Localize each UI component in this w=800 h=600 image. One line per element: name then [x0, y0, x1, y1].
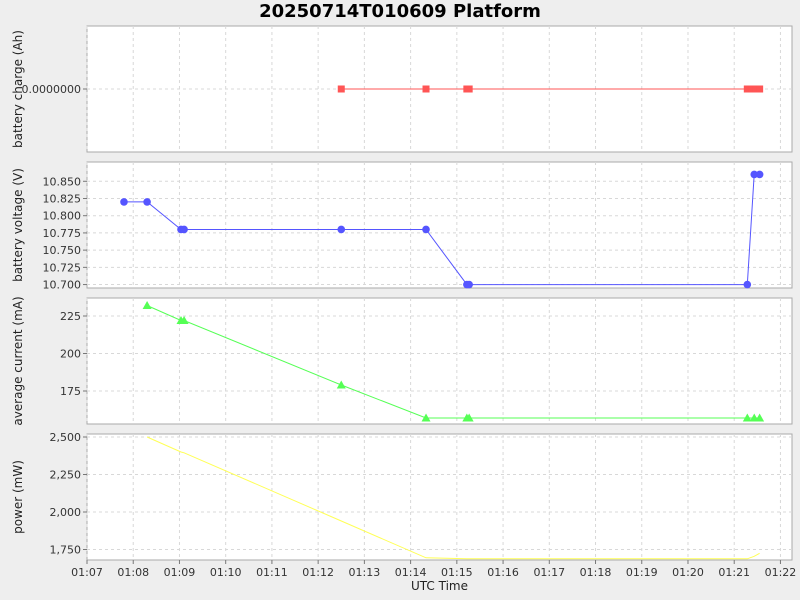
- data-point: [752, 85, 760, 93]
- data-point: [336, 380, 346, 389]
- y-tick-label: 10.825: [43, 192, 82, 205]
- data-point: [742, 413, 752, 422]
- y-axis-label-charge: battery charge (Ah): [11, 30, 25, 148]
- data-point: [743, 85, 751, 93]
- x-tick-label: 01:17: [533, 566, 565, 579]
- y-axis-label-current: average current (mA): [11, 296, 25, 425]
- data-point: [180, 225, 188, 234]
- data-point: [143, 198, 151, 206]
- y-axis-label-power: power (mW): [11, 460, 25, 534]
- x-tick-label: 01:11: [256, 566, 288, 579]
- y-tick-label: 175: [60, 385, 81, 398]
- data-point: [755, 170, 764, 179]
- x-tick-label: 01:21: [718, 566, 750, 579]
- y-tick-label: 10.800: [43, 210, 82, 223]
- y-tick-label: 200: [60, 348, 81, 361]
- data-point: [422, 85, 430, 93]
- data-point: [464, 413, 474, 422]
- y-tick-label: 10.850: [43, 175, 82, 188]
- y-tick-label: 2,500: [50, 431, 82, 444]
- data-point: [179, 316, 189, 324]
- y-tick-label: 10.725: [43, 261, 82, 274]
- data-point: [756, 85, 764, 93]
- data-point: [142, 301, 152, 309]
- x-tick-label: 01:10: [210, 566, 242, 579]
- x-tick-label: 01:20: [672, 566, 704, 579]
- y-axis-label-voltage: battery voltage (V): [11, 168, 25, 282]
- y-tick-label: 0.0000000: [22, 83, 82, 96]
- data-point: [421, 413, 431, 422]
- x-tick-label: 01:12: [302, 566, 334, 579]
- x-tick-label: 01:15: [441, 566, 473, 579]
- data-point: [337, 85, 345, 93]
- y-tick-label: 2,250: [50, 469, 82, 482]
- data-point: [743, 280, 752, 289]
- y-tick-label: 225: [60, 310, 81, 323]
- x-tick-label: 01:07: [71, 566, 103, 579]
- x-tick-label: 01:13: [349, 566, 381, 579]
- data-point: [748, 85, 756, 93]
- y-tick-label: 2,000: [50, 506, 82, 519]
- plot-area-voltage: [86, 161, 793, 289]
- data-point: [750, 170, 759, 179]
- data-point: [465, 280, 473, 289]
- data-point: [465, 85, 473, 93]
- y-tick-label: 10.750: [43, 244, 82, 257]
- y-tick-label: 10.775: [43, 227, 82, 240]
- plot-area-current: [86, 297, 793, 425]
- y-tick-label: 1,750: [50, 544, 82, 557]
- data-point: [422, 225, 430, 234]
- chart-title: 20250714T010609 Platform: [259, 1, 541, 22]
- plot-area-power: [86, 433, 793, 561]
- data-point: [337, 225, 346, 234]
- data-point: [120, 198, 128, 206]
- x-tick-label: 01:22: [765, 566, 797, 579]
- data-point: [755, 413, 765, 422]
- x-tick-label: 01:18: [580, 566, 612, 579]
- x-tick-label: 01:16: [487, 566, 519, 579]
- x-tick-label: 01:09: [164, 566, 196, 579]
- x-axis-label: UTC Time: [411, 579, 468, 593]
- x-tick-label: 01:19: [626, 566, 658, 579]
- x-tick-label: 01:14: [395, 566, 427, 579]
- x-tick-label: 01:08: [117, 566, 149, 579]
- series-line-power: [146, 436, 760, 560]
- y-tick-label: 10.700: [43, 279, 82, 292]
